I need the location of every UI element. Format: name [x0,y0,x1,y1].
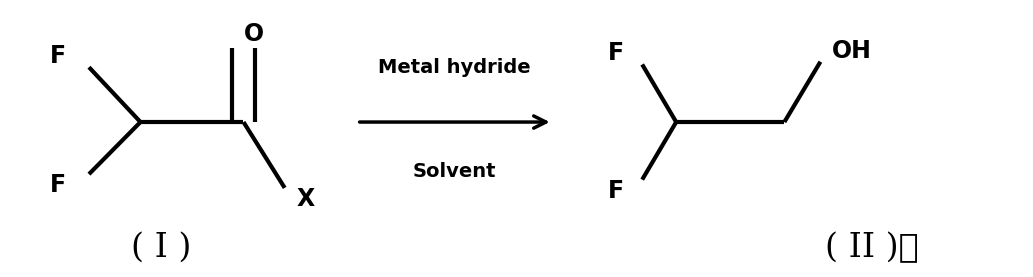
Text: F: F [50,44,66,68]
Text: F: F [608,179,625,202]
Text: F: F [50,173,66,197]
Text: F: F [608,42,625,65]
Text: O: O [244,22,263,46]
Text: Solvent: Solvent [413,162,497,181]
Text: ( II )。: ( II )。 [825,232,918,264]
Text: X: X [296,187,314,211]
Text: ( I ): ( I ) [131,232,191,264]
Text: OH: OH [832,39,871,63]
Text: Metal hydride: Metal hydride [378,58,531,77]
